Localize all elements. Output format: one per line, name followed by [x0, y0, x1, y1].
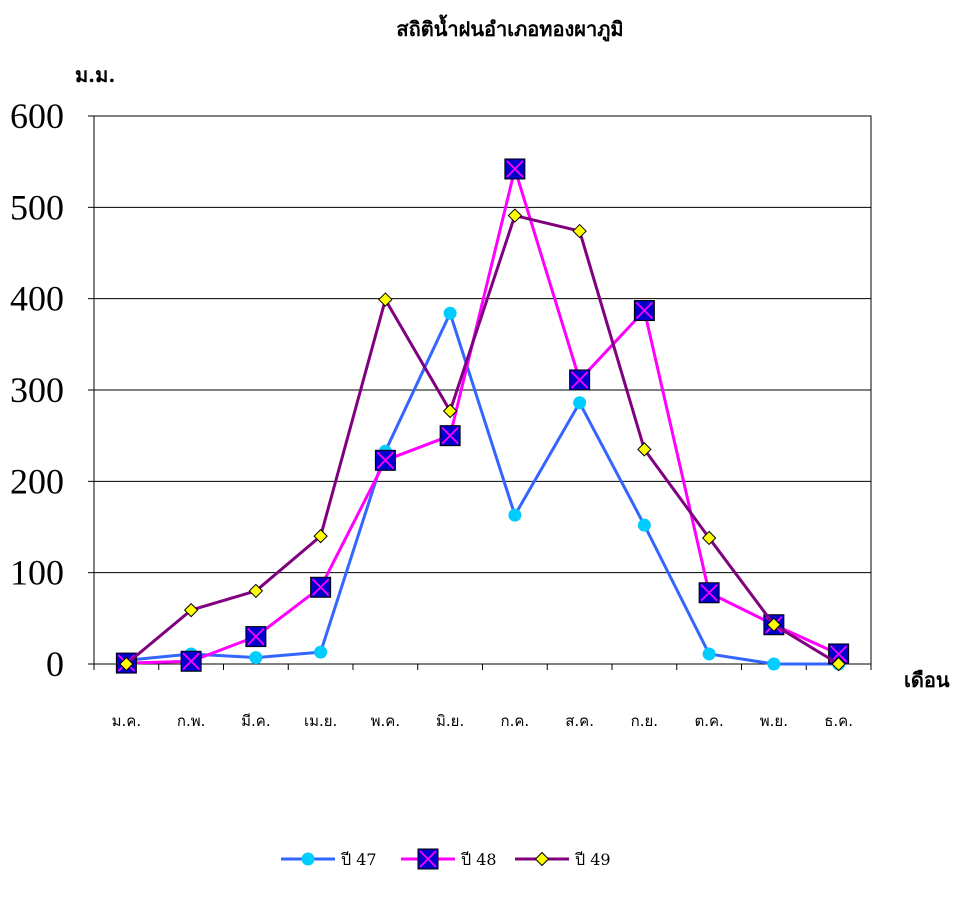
data-point [572, 223, 587, 239]
data-point-x [376, 451, 395, 469]
series-line [125, 214, 840, 666]
x-tick-label: เม.ย. [304, 712, 337, 730]
y-tick-label: 400 [10, 279, 64, 319]
legend-label: ปี 48 [461, 850, 497, 869]
data-point [417, 848, 439, 870]
x-tick-labels: ม.ค. ก.พ. มี.ค. เม.ย. พ.ค. มิ.ย. ก.ค. ส.ค. ก.ย. ต… [112, 712, 853, 730]
data-point [378, 292, 393, 307]
legend-label: ปี 49 [575, 850, 611, 869]
legend-label: ปี 47 [341, 850, 377, 869]
legend-item-1: ปี 47 [281, 850, 377, 869]
x-tick-label: พ.ย. [760, 712, 788, 730]
data-point [767, 657, 781, 671]
data-point-x [182, 652, 200, 670]
data-point [249, 651, 263, 665]
series-2 [115, 158, 850, 674]
data-point [313, 528, 328, 544]
legend-item-3: ปี 49 [515, 850, 611, 869]
series-line [126, 167, 840, 665]
series-lines [115, 158, 850, 674]
data-point [374, 449, 396, 471]
x-tick-label: มี.ค. [241, 712, 270, 730]
data-point-x [247, 627, 265, 646]
data-point [508, 508, 522, 522]
data-point [637, 518, 651, 532]
data-point [701, 530, 717, 546]
data-point [766, 617, 782, 632]
data-point [301, 852, 315, 866]
y-tick-label: 500 [10, 187, 64, 227]
chart-title: สถิติน้ำฝนอำเภอทองผาภูมิ [396, 14, 623, 43]
data-point [183, 602, 199, 618]
series-line [126, 311, 839, 666]
data-point [504, 158, 526, 180]
legend: ปี 47 ปี 48 ปี 49 [281, 848, 611, 870]
data-point [442, 403, 458, 419]
y-tick-label: 300 [10, 370, 64, 410]
data-point [702, 647, 716, 661]
data-point-x [441, 427, 459, 445]
x-tick-label: ก.ค. [501, 712, 530, 730]
x-tick-label: ธ.ค. [824, 712, 853, 730]
data-point [245, 626, 267, 648]
data-point [698, 582, 720, 604]
data-point-x [570, 371, 589, 389]
data-point-x [419, 850, 437, 868]
legend-item-2: ปี 48 [401, 848, 497, 870]
data-point [534, 851, 550, 867]
data-point [310, 576, 332, 598]
data-point-x [700, 584, 718, 602]
data-point [314, 645, 328, 659]
y-axis-label: ม.ม. [75, 63, 115, 87]
data-point [439, 425, 461, 447]
x-tick-label: มิ.ย. [436, 712, 464, 730]
data-point [637, 442, 652, 457]
data-point [569, 369, 591, 391]
data-point [443, 306, 457, 320]
data-point [633, 300, 655, 322]
y-tick-labels: 0 100 200 300 400 500 600 [10, 96, 64, 684]
data-point-x [635, 301, 654, 320]
y-tick-label: 200 [10, 461, 64, 501]
x-tick-label: ก.พ. [177, 712, 206, 730]
x-tick-label: ส.ค. [565, 712, 594, 730]
data-point [831, 656, 846, 672]
data-point [248, 583, 264, 599]
series-3 [119, 208, 846, 672]
x-tick-label: ม.ค. [112, 712, 141, 730]
data-point-x [506, 160, 524, 178]
y-tick-label: 600 [10, 96, 64, 136]
data-point [119, 656, 134, 672]
data-point [180, 650, 202, 672]
y-tick-label: 0 [46, 644, 64, 684]
x-axis-label: เดือน [904, 668, 950, 692]
data-point [828, 643, 850, 665]
x-tick-label: ต.ค. [694, 712, 723, 730]
x-tick-label: พ.ค. [371, 712, 400, 730]
y-tick-label: 100 [10, 553, 64, 593]
data-point-x [311, 578, 330, 596]
data-point [573, 396, 587, 410]
x-tick-label: ก.ย. [631, 712, 658, 730]
data-point [507, 208, 523, 223]
